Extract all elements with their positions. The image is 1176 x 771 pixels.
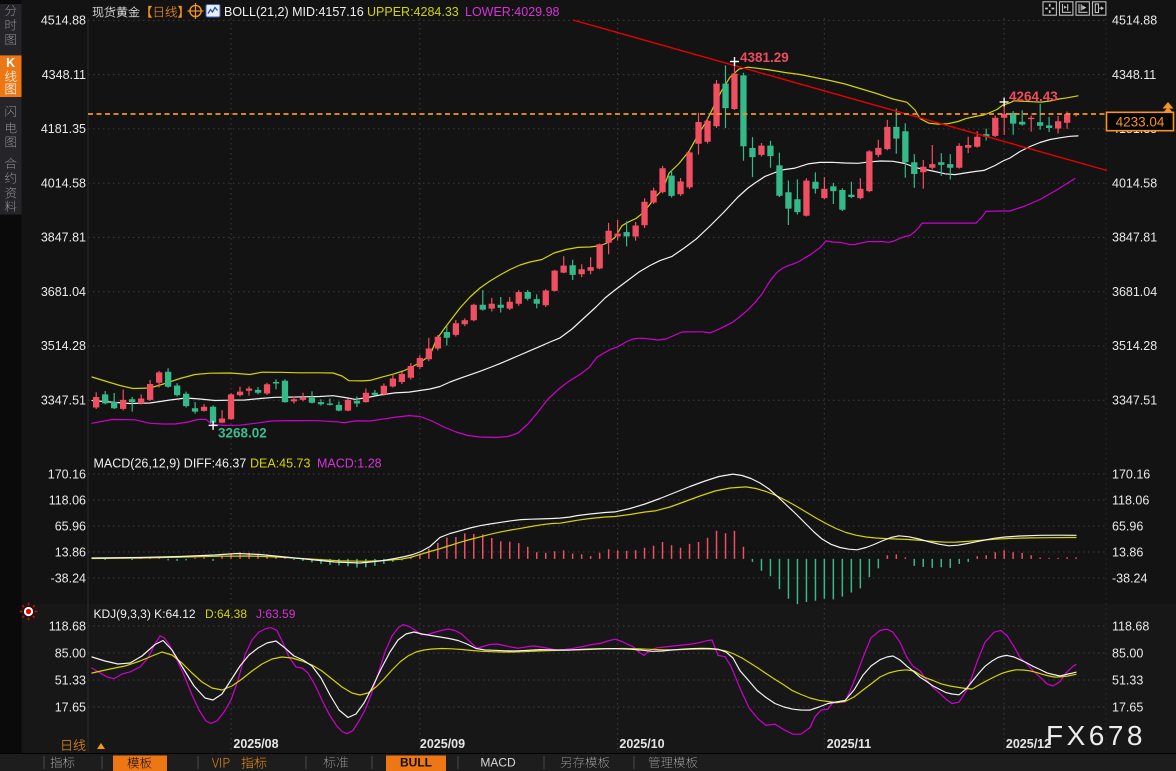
svg-text:DEA:45.73: DEA:45.73	[250, 457, 311, 471]
svg-text:MACD(26,12,9) DIFF:46.37: MACD(26,12,9) DIFF:46.37	[94, 457, 247, 471]
svg-text:MACD: MACD	[480, 756, 516, 770]
svg-text:65.96: 65.96	[55, 519, 86, 533]
svg-text:85.00: 85.00	[1112, 646, 1143, 660]
svg-text:3514.28: 3514.28	[1112, 339, 1157, 353]
svg-text:3347.51: 3347.51	[1112, 394, 1157, 408]
svg-text:85.00: 85.00	[55, 646, 86, 660]
svg-text:J:63.59: J:63.59	[256, 607, 296, 621]
svg-text:118.06: 118.06	[1112, 493, 1149, 507]
svg-text:BOLL(21,2) MID:4157.16: BOLL(21,2) MID:4157.16	[224, 5, 364, 19]
svg-text:2025/08: 2025/08	[233, 737, 278, 751]
svg-text:K: K	[6, 56, 15, 70]
svg-text:-38.24: -38.24	[51, 571, 86, 585]
svg-text:2025/10: 2025/10	[619, 737, 664, 751]
svg-text:2025/09: 2025/09	[420, 737, 465, 751]
svg-text:13.86: 13.86	[1112, 545, 1143, 559]
svg-text:4181.35: 4181.35	[41, 122, 86, 136]
svg-text:3514.28: 3514.28	[41, 339, 86, 353]
svg-text:UPPER:4284.33: UPPER:4284.33	[367, 5, 459, 19]
svg-text:3347.51: 3347.51	[41, 394, 86, 408]
svg-text:3681.04: 3681.04	[1112, 285, 1157, 299]
svg-text:4514.88: 4514.88	[41, 14, 86, 28]
svg-text:118.06: 118.06	[49, 493, 86, 507]
svg-text:4014.58: 4014.58	[41, 177, 86, 191]
svg-text:4348.11: 4348.11	[42, 68, 86, 82]
svg-text:3847.81: 3847.81	[1112, 231, 1157, 245]
svg-text:D:64.38: D:64.38	[205, 607, 247, 621]
svg-text:4264.43: 4264.43	[1009, 89, 1058, 104]
svg-text:4381.29: 4381.29	[740, 50, 789, 65]
svg-text:MACD:1.28: MACD:1.28	[317, 457, 382, 471]
svg-text:4014.58: 4014.58	[1112, 177, 1157, 191]
svg-text:4348.11: 4348.11	[1112, 68, 1156, 82]
svg-text:3268.02: 3268.02	[218, 426, 267, 441]
svg-text:65.96: 65.96	[1112, 519, 1143, 533]
svg-text:118.68: 118.68	[49, 619, 86, 633]
svg-text:17.65: 17.65	[55, 700, 86, 714]
svg-text:3847.81: 3847.81	[41, 231, 86, 245]
svg-text:-38.24: -38.24	[1112, 571, 1147, 585]
svg-text:2025/11: 2025/11	[827, 737, 872, 751]
svg-text:BULL: BULL	[400, 756, 432, 770]
svg-text:118.68: 118.68	[1112, 619, 1149, 633]
svg-text:170.16: 170.16	[48, 467, 86, 481]
svg-text:KDJ(9,3,3) K:64.12: KDJ(9,3,3) K:64.12	[94, 607, 196, 621]
svg-text:2025/12: 2025/12	[1006, 737, 1051, 751]
svg-text:17.65: 17.65	[1112, 700, 1143, 714]
svg-text:51.33: 51.33	[1112, 673, 1143, 687]
svg-text:FX678: FX678	[1046, 720, 1146, 751]
svg-text:3681.04: 3681.04	[41, 285, 86, 299]
svg-text:13.86: 13.86	[55, 545, 86, 559]
svg-text:LOWER:4029.98: LOWER:4029.98	[465, 5, 560, 19]
svg-text:170.16: 170.16	[1112, 467, 1150, 481]
svg-text:51.33: 51.33	[55, 673, 86, 687]
svg-text:4514.88: 4514.88	[1112, 14, 1157, 28]
svg-text:4233.04: 4233.04	[1116, 114, 1165, 129]
